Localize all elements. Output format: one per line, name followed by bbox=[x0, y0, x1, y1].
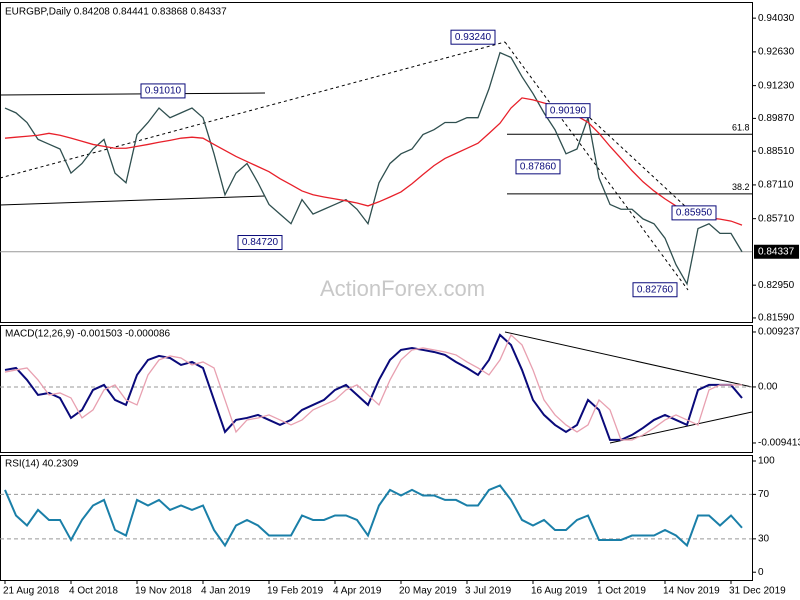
x-tick-label: 4 Oct 2018 bbox=[69, 586, 118, 597]
trend-lines bbox=[0, 41, 753, 444]
last-price-box bbox=[754, 244, 799, 259]
channel-top bbox=[0, 92, 266, 96]
annotation-box bbox=[450, 29, 496, 45]
x-tick-label: 4 Jan 2019 bbox=[201, 586, 251, 597]
panel-title: RSI(14) 40.2309 bbox=[5, 459, 79, 470]
fib-label: 38.2 bbox=[732, 182, 750, 192]
annotation-label: 0.91010 bbox=[145, 86, 182, 97]
annotation-box bbox=[671, 205, 717, 221]
x-tick-label: 4 Apr 2019 bbox=[333, 586, 382, 597]
annotation-label: 0.87860 bbox=[520, 161, 557, 172]
trend-dotted bbox=[589, 117, 701, 221]
y-tick-label: 0.82950 bbox=[758, 280, 795, 291]
y-tick-label: 0.92630 bbox=[758, 47, 795, 58]
header: EURGBP,Daily 0.84208 0.84441 0.83868 0.8… bbox=[5, 7, 227, 18]
annotation-label: 0.93240 bbox=[455, 32, 492, 43]
annotation-box bbox=[140, 83, 186, 99]
rsi-panel bbox=[0, 455, 753, 581]
annotation-box bbox=[237, 235, 283, 251]
annotation-label: 0.85950 bbox=[676, 208, 713, 219]
x-tick-label: 19 Feb 2019 bbox=[267, 586, 324, 597]
series-line bbox=[4, 333, 743, 441]
y-tick-label: 0.81590 bbox=[758, 313, 795, 324]
y-tick-label: 0.009237 bbox=[758, 327, 800, 338]
x-tick-label: 31 Dec 2019 bbox=[729, 586, 786, 597]
panel-title: MACD(12,26,9) -0.001503 -0.000086 bbox=[5, 329, 171, 340]
annotation-box bbox=[515, 159, 561, 175]
y-tick-label: 0.88510 bbox=[758, 146, 795, 157]
x-tick-label: 19 Nov 2018 bbox=[135, 586, 192, 597]
x-tick-label: 16 Aug 2019 bbox=[531, 586, 588, 597]
x-tick-label: 1 Oct 2019 bbox=[597, 586, 646, 597]
y-tick-label: 0.91230 bbox=[758, 80, 795, 91]
y-tick-label: 0.89870 bbox=[758, 113, 795, 124]
macd-trend bbox=[504, 331, 753, 388]
y-tick-label: 0 bbox=[758, 567, 764, 578]
price-panel bbox=[0, 2, 753, 323]
y-tick-label: 100 bbox=[758, 456, 775, 467]
x-tick-label: 3 Jul 2019 bbox=[465, 586, 512, 597]
macd-trend bbox=[609, 411, 753, 444]
annotation-label: 0.84720 bbox=[242, 237, 279, 248]
annotation-box bbox=[545, 103, 591, 119]
watermark: ActionForex.com bbox=[320, 276, 485, 301]
y-tick-label: 30 bbox=[758, 533, 770, 544]
series-line bbox=[4, 484, 743, 548]
annotation-label: 0.90190 bbox=[550, 105, 587, 116]
channel-bottom bbox=[0, 195, 266, 206]
series-line bbox=[4, 97, 743, 226]
last-price-label: 0.84337 bbox=[758, 246, 795, 257]
fib-label: 61.8 bbox=[732, 123, 750, 133]
annotation-label: 0.82760 bbox=[637, 284, 674, 295]
y-tick-label: 0.87110 bbox=[758, 180, 794, 191]
y-tick-label: 0.85710 bbox=[758, 213, 795, 224]
y-tick-label: 70 bbox=[758, 489, 770, 500]
x-tick-label: 21 Aug 2018 bbox=[3, 586, 60, 597]
y-tick-label: 0.00 bbox=[758, 382, 778, 393]
y-tick-label: -0.009413 bbox=[758, 438, 800, 449]
x-tick-label: 14 Nov 2019 bbox=[663, 586, 720, 597]
y-tick-label: 0.94030 bbox=[758, 13, 795, 24]
series-line bbox=[4, 333, 742, 441]
x-tick-label: 20 May 2019 bbox=[399, 586, 457, 597]
annotation-box bbox=[632, 282, 678, 298]
macd-panel bbox=[0, 325, 753, 453]
